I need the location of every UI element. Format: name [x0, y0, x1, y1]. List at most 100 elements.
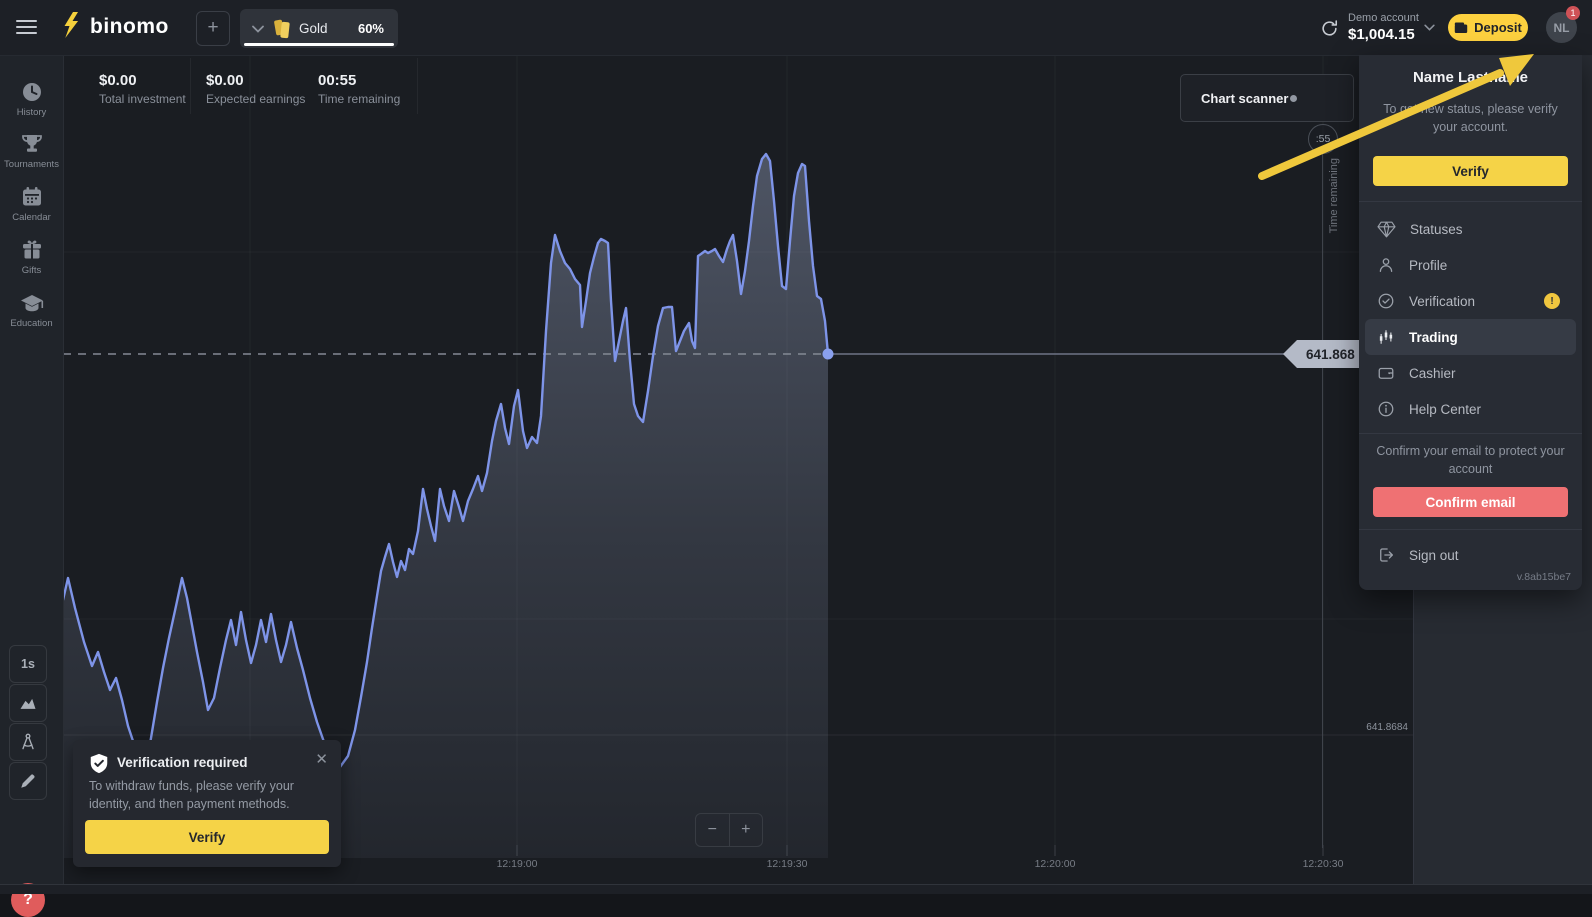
confirm-email-text: Confirm your email to protect your accou…: [1376, 444, 1565, 476]
stat-total-investment: $0.00 Total investment: [99, 72, 186, 106]
menu-item-label: Verification: [1409, 293, 1476, 309]
zoom-in-button[interactable]: +: [741, 821, 751, 838]
chevron-down-icon: [252, 25, 264, 33]
sidebar-item-label: Tournaments: [4, 159, 59, 170]
sidebar-item-gifts[interactable]: Gifts: [0, 238, 63, 276]
sign-out-icon: [1380, 548, 1394, 562]
drafting-compass-icon: [22, 733, 34, 750]
close-icon[interactable]: ✕: [315, 751, 328, 768]
deposit-label: Deposit: [1474, 20, 1522, 35]
verification-warning-badge: !: [1544, 293, 1560, 309]
calendar-icon: [22, 187, 41, 206]
account-switcher[interactable]: Demo account $1,004.15: [1348, 12, 1419, 43]
chart-zoom-controls[interactable]: − +: [695, 813, 763, 847]
menu-item-profile[interactable]: Profile: [1365, 247, 1576, 283]
stat-expected-earnings-value: $0.00: [206, 72, 244, 89]
chart-scanner-button[interactable]: Chart scanner: [1180, 74, 1354, 122]
stat-total-investment-label: Total investment: [99, 92, 186, 106]
timeframe-button[interactable]: 1s: [9, 645, 47, 683]
hamburger-menu-icon[interactable]: [16, 20, 37, 35]
time-axis-label: 12:20:00: [1034, 858, 1076, 870]
gift-icon: [22, 240, 41, 259]
top-bar: binomo + Gold 60% Demo account $1,004.15…: [0, 0, 1592, 56]
stat-total-investment-value: $0.00: [99, 72, 137, 89]
avatar[interactable]: NL: [1546, 12, 1577, 43]
area-chart-icon: [20, 698, 36, 709]
status-hint-text: To get new status, please verify your ac…: [1383, 102, 1558, 134]
menu-divider: [1359, 201, 1582, 202]
menu-item-trading[interactable]: Trading: [1365, 319, 1576, 355]
chart-scanner-status-dot: [1290, 94, 1297, 102]
sidebar-item-history[interactable]: History: [0, 80, 63, 118]
deposit-button[interactable]: Deposit: [1448, 14, 1528, 41]
menu-item-cashier[interactable]: Cashier: [1365, 355, 1576, 391]
menu-verify-button[interactable]: Verify: [1373, 156, 1568, 186]
stats-divider: [190, 58, 191, 114]
sidebar-item-label: Calendar: [12, 212, 51, 223]
notification-count-badge: 1: [1566, 6, 1580, 20]
account-holder-name: Name Lastname: [1412, 69, 1529, 86]
sidebar-item-label: Education: [10, 318, 53, 329]
bottom-edge-bar: [0, 884, 1592, 894]
confirm-email-button[interactable]: Confirm email: [1373, 487, 1568, 517]
sidebar-item-label: History: [16, 107, 47, 118]
asset-payout: 60%: [357, 21, 384, 36]
current-price-dot: [822, 348, 834, 360]
notification-verify-button[interactable]: Verify: [85, 820, 329, 854]
notification-title: Verification required: [117, 755, 248, 770]
countdown-axis-label: Time remaining: [1328, 158, 1340, 234]
account-type: Demo account: [1348, 12, 1419, 24]
menu-item-label: Statuses: [1410, 221, 1463, 237]
add-asset-tab-button[interactable]: +: [196, 11, 230, 46]
current-price-value: 641.868: [1306, 346, 1355, 362]
history-clock-icon: [22, 83, 41, 101]
chevron-down-icon[interactable]: [1424, 24, 1435, 31]
time-axis-label: 12:20:30: [1302, 858, 1344, 870]
trade-countdown-badge: :55: [1308, 124, 1338, 154]
stat-expected-earnings-label: Expected earnings: [206, 92, 306, 106]
account-balance: $1,004.15: [1348, 26, 1415, 43]
candlestick-chart-icon: [1379, 330, 1393, 344]
price-line: [63, 152, 830, 769]
sidebar-item-tournaments[interactable]: Tournaments: [0, 132, 63, 170]
time-axis-label: 12:19:30: [766, 858, 808, 870]
shield-check-icon: [90, 753, 108, 774]
sidebar-item-education[interactable]: Education: [0, 291, 63, 329]
person-icon: [1379, 258, 1393, 273]
wallet-icon: [1454, 22, 1468, 33]
pencil-icon: [21, 774, 35, 788]
zoom-out-button[interactable]: −: [696, 814, 730, 846]
price-area-fill: [63, 154, 828, 858]
check-circle-icon: [1378, 293, 1394, 309]
sign-out-button[interactable]: Sign out: [1365, 537, 1576, 573]
stat-time-remaining: 00:55 Time remaining: [318, 72, 400, 106]
menu-item-statuses[interactable]: Statuses: [1365, 211, 1576, 247]
stat-expected-earnings: $0.00 Expected earnings: [206, 72, 305, 106]
price-axis-label: 641.8684: [1366, 722, 1408, 733]
app-version: v.8ab15be7: [1516, 571, 1571, 583]
drawing-tools-button[interactable]: [9, 762, 47, 800]
binomo-logo: binomo: [64, 12, 169, 42]
price-chart[interactable]: [63, 55, 1413, 884]
chart-scanner-label: Chart scanner: [1201, 90, 1289, 106]
wallet-icon: [1378, 367, 1394, 379]
verification-notification: Verification required ✕ To withdraw fund…: [73, 740, 341, 867]
indicators-button[interactable]: [9, 723, 47, 761]
sign-out-label: Sign out: [1409, 547, 1459, 563]
menu-item-label: Cashier: [1409, 365, 1456, 381]
account-dropdown-menu: Name Lastname To get new status, please …: [1359, 55, 1582, 590]
menu-divider: [1359, 529, 1582, 530]
asset-name: Gold: [299, 21, 328, 36]
menu-item-label: Trading: [1409, 329, 1458, 345]
chart-type-button[interactable]: [9, 684, 47, 722]
stat-time-remaining-value: 00:55: [318, 72, 357, 89]
sidebar-item-calendar[interactable]: Calendar: [0, 185, 63, 223]
notification-body: To withdraw funds, please verify your id…: [89, 779, 294, 812]
chart-area[interactable]: $0.00 Total investment $0.00 Expected ea…: [63, 55, 1413, 884]
menu-item-verification[interactable]: Verification !: [1365, 283, 1576, 319]
menu-item-help-center[interactable]: Help Center: [1365, 391, 1576, 427]
refresh-icon[interactable]: [1320, 19, 1339, 38]
info-circle-icon: [1378, 401, 1394, 417]
menu-item-label: Help Center: [1409, 401, 1482, 417]
asset-tab-gold[interactable]: Gold 60%: [240, 9, 398, 48]
